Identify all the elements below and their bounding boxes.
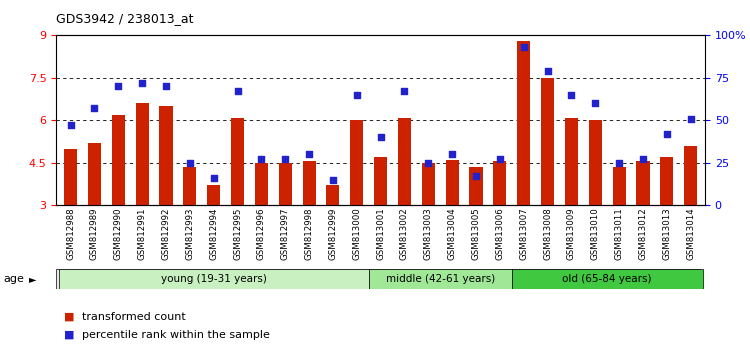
Text: age: age: [4, 274, 25, 284]
Bar: [446, 160, 459, 205]
Point: [88, 105, 101, 111]
Text: GSM813006: GSM813006: [496, 207, 505, 260]
Text: GSM812997: GSM812997: [280, 207, 290, 260]
Bar: [470, 167, 482, 205]
Point: [64, 122, 76, 128]
Bar: [207, 185, 220, 205]
Bar: [512, 269, 703, 289]
Point: [614, 160, 626, 166]
Bar: [183, 167, 196, 205]
Point: [327, 177, 339, 183]
Text: GSM812993: GSM812993: [185, 207, 194, 260]
Text: GSM813009: GSM813009: [567, 207, 576, 260]
Point: [374, 135, 387, 140]
Point: [566, 92, 578, 98]
Bar: [160, 106, 172, 205]
Text: GSM812992: GSM812992: [161, 207, 170, 260]
Bar: [255, 163, 268, 205]
Bar: [684, 146, 698, 205]
Point: [470, 173, 482, 179]
Point: [685, 116, 697, 121]
Bar: [541, 78, 554, 205]
Bar: [112, 115, 125, 205]
Text: ■: ■: [64, 330, 74, 339]
Bar: [136, 103, 148, 205]
Text: ►: ►: [28, 274, 36, 284]
Text: GSM813003: GSM813003: [424, 207, 433, 260]
Point: [112, 84, 125, 89]
Text: old (65-84 years): old (65-84 years): [562, 274, 652, 284]
Text: GSM813008: GSM813008: [543, 207, 552, 260]
Text: GSM812996: GSM812996: [256, 207, 265, 260]
Bar: [279, 163, 292, 205]
Bar: [231, 118, 244, 205]
Text: GSM813000: GSM813000: [352, 207, 362, 260]
Text: GSM813012: GSM813012: [638, 207, 647, 260]
Text: GSM813001: GSM813001: [376, 207, 386, 260]
Bar: [326, 185, 340, 205]
Text: GSM812990: GSM812990: [114, 207, 123, 260]
Point: [136, 80, 148, 86]
Bar: [58, 269, 369, 289]
Point: [518, 45, 530, 50]
Bar: [637, 161, 650, 205]
Text: transformed count: transformed count: [82, 312, 186, 322]
Bar: [589, 120, 602, 205]
Bar: [613, 167, 626, 205]
Bar: [374, 157, 387, 205]
Bar: [302, 161, 316, 205]
Text: GSM812995: GSM812995: [233, 207, 242, 260]
Point: [422, 160, 434, 166]
Point: [184, 160, 196, 166]
Bar: [660, 157, 674, 205]
Bar: [398, 118, 411, 205]
Text: GSM812994: GSM812994: [209, 207, 218, 260]
Point: [208, 175, 220, 181]
Bar: [88, 143, 101, 205]
Bar: [369, 269, 512, 289]
Point: [303, 152, 315, 157]
Point: [590, 101, 602, 106]
Text: GSM812999: GSM812999: [328, 207, 338, 260]
Text: GSM813002: GSM813002: [400, 207, 409, 260]
Text: GSM812989: GSM812989: [90, 207, 99, 260]
Text: middle (42-61 years): middle (42-61 years): [386, 274, 495, 284]
Text: GSM812988: GSM812988: [66, 207, 75, 260]
Bar: [565, 118, 578, 205]
Point: [351, 92, 363, 98]
Point: [279, 156, 291, 162]
Text: GSM813013: GSM813013: [662, 207, 671, 260]
Bar: [64, 149, 77, 205]
Text: GSM813011: GSM813011: [615, 207, 624, 260]
Text: young (19-31 years): young (19-31 years): [160, 274, 266, 284]
Text: GSM813010: GSM813010: [591, 207, 600, 260]
Point: [446, 152, 458, 157]
Point: [637, 156, 649, 162]
Text: GSM813005: GSM813005: [472, 207, 481, 260]
Point: [160, 84, 172, 89]
Bar: [350, 120, 363, 205]
Text: GSM813007: GSM813007: [519, 207, 528, 260]
Text: ■: ■: [64, 312, 74, 322]
Point: [255, 156, 267, 162]
Point: [398, 88, 410, 94]
Point: [542, 68, 554, 74]
Bar: [494, 161, 506, 205]
Point: [661, 131, 673, 137]
Text: GSM812998: GSM812998: [304, 207, 313, 260]
Text: GSM813004: GSM813004: [448, 207, 457, 260]
Point: [494, 156, 506, 162]
Text: percentile rank within the sample: percentile rank within the sample: [82, 330, 270, 339]
Bar: [422, 163, 435, 205]
Point: [232, 88, 244, 94]
Text: GDS3942 / 238013_at: GDS3942 / 238013_at: [56, 12, 194, 25]
Text: GSM813014: GSM813014: [686, 207, 695, 260]
Text: GSM812991: GSM812991: [137, 207, 146, 260]
Bar: [518, 41, 530, 205]
